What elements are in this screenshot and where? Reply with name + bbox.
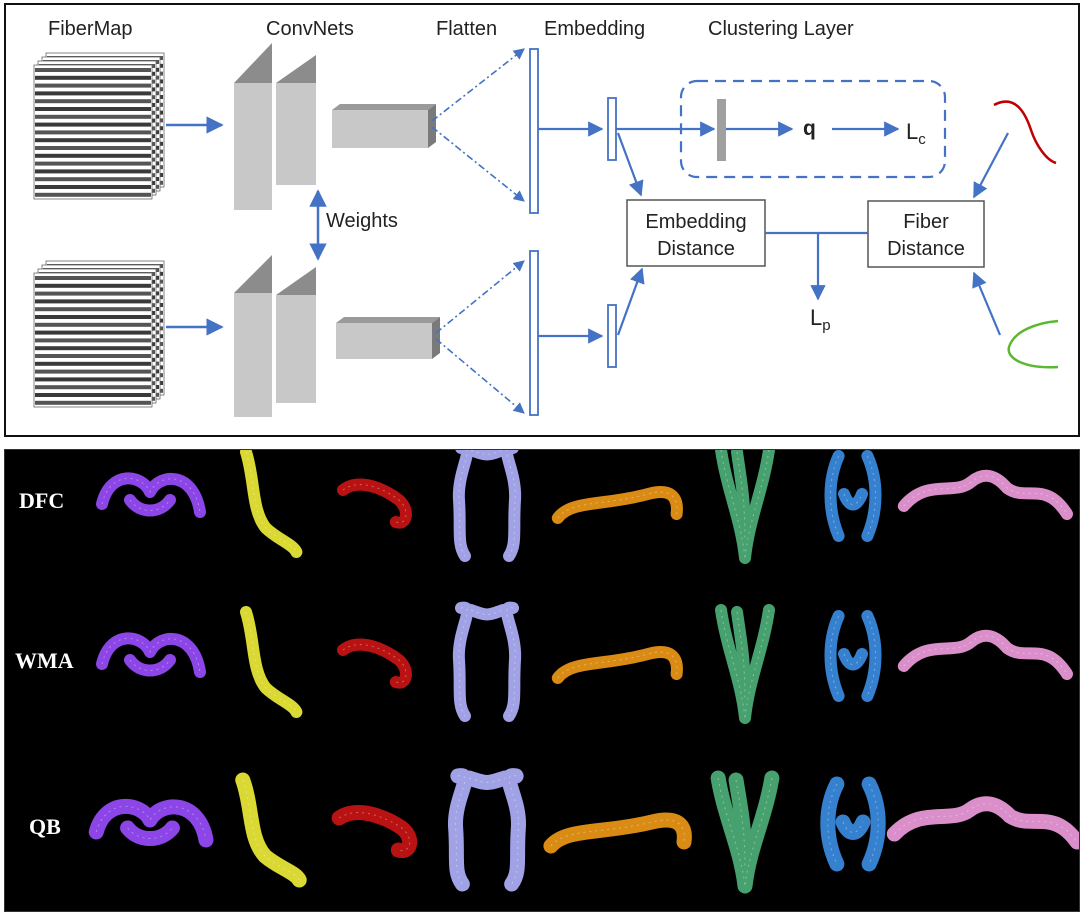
fibermap-stack-bottom [33, 260, 165, 408]
tract-wma-wings [897, 629, 1073, 680]
tract-dfc-bridge [551, 486, 683, 524]
tract-wma-bridge [551, 646, 683, 684]
embedding-distance-line2: Distance [657, 238, 735, 260]
tract-qb-arch [88, 799, 214, 848]
convnet-blocks-top [234, 43, 436, 210]
weights-label: Weights [326, 210, 398, 232]
header-convnets: ConvNets [266, 18, 354, 40]
tract-dfc-ring [824, 450, 882, 542]
tract-qb-pillars [448, 768, 526, 892]
header-embedding: Embedding [544, 18, 645, 40]
architecture-diagram: FiberMap ConvNets Flatten Embedding Clus… [33, 18, 1059, 417]
cluster-vector [717, 99, 726, 161]
tract-dfc-blob [337, 478, 412, 529]
tract-dfc-vtract [715, 444, 775, 564]
embedding-distance-line1: Embedding [645, 211, 746, 233]
embedding-vector-bottom [607, 304, 617, 368]
tract-qb-bridge [543, 812, 692, 854]
arrow-embedding-bottom-to-distance [616, 267, 645, 336]
tract-wma-pillars [452, 601, 522, 722]
tract-qb-vtract [710, 770, 780, 894]
header-fibermap: FiberMap [48, 18, 132, 40]
tract-qb-blob [331, 805, 418, 859]
q-label: q [803, 117, 816, 140]
tract-comparison-panel: DFC WMA QB [4, 441, 1085, 912]
convnet-blocks-bottom [234, 255, 440, 417]
tract-dfc-arch [96, 472, 206, 518]
tract-dfc-pillars [452, 441, 522, 562]
lp-label: Lp [810, 305, 831, 334]
model-architecture-panel: FiberMap ConvNets Flatten Embedding Clus… [4, 3, 1080, 437]
tract-wma-hook [240, 606, 303, 718]
embedding-vector-top [607, 97, 617, 161]
tract-qb-hook [235, 772, 307, 888]
fiber-distance-line2: Distance [887, 238, 965, 260]
tract-dfc-hook [240, 446, 303, 558]
flatten-arrow-top-down [431, 126, 525, 202]
flatten-arrow-top-up [431, 48, 525, 122]
tract-dfc-wings [897, 469, 1073, 520]
tract-wma-vtract [715, 604, 775, 724]
tract-wma-ring [824, 610, 882, 702]
flatten-vector-bottom [529, 250, 539, 416]
arrow-embedding-top-to-distance [616, 132, 644, 197]
flatten-arrow-bottom-down [435, 338, 525, 414]
fibermap-card [33, 64, 153, 200]
header-clustering-layer: Clustering Layer [708, 18, 854, 40]
header-flatten: Flatten [436, 18, 497, 40]
fiber-distance-line1: Fiber [903, 211, 949, 233]
tract-comparison-grid: DFC WMA QB [15, 441, 1085, 894]
arrow-red-curve-to-fiber-distance [973, 132, 1009, 199]
embedding-distance-box [626, 199, 766, 267]
row-label-wma: WMA [15, 648, 74, 673]
fibermap-stack-top [33, 52, 165, 200]
green-fiber-curve [1007, 319, 1059, 369]
arrow-green-curve-to-fiber-distance [972, 271, 1002, 336]
flatten-arrow-bottom-up [435, 260, 525, 334]
tract-qb-ring [820, 776, 886, 872]
red-fiber-curve [993, 100, 1057, 165]
lc-label: Lc [906, 119, 926, 148]
tract-wma-blob [337, 638, 412, 689]
row-label-qb: QB [29, 814, 61, 839]
tract-wma-arch [96, 632, 206, 678]
flatten-vector-top [529, 48, 539, 214]
tract-qb-wings [886, 796, 1085, 850]
fibermap-card [33, 272, 153, 408]
row-label-dfc: DFC [19, 488, 64, 513]
